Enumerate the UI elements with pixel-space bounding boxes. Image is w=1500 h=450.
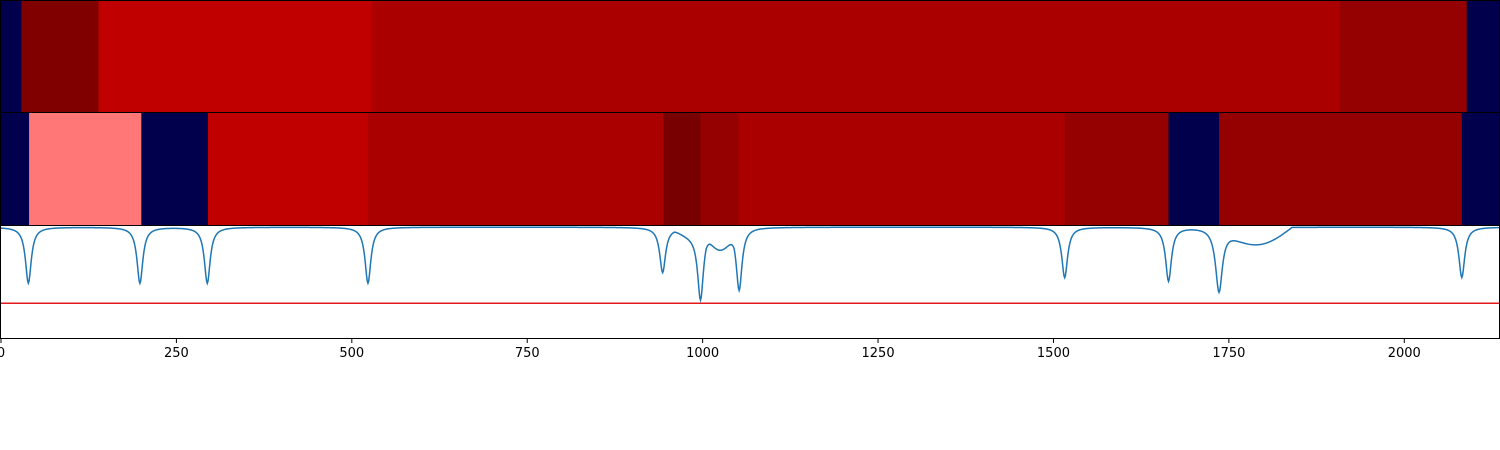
signal-panel xyxy=(0,225,1500,339)
segment-bar-middle xyxy=(0,112,1500,226)
segment-1-7 xyxy=(738,113,1066,225)
segment-1-3 xyxy=(207,113,369,225)
x-tick-label-1250: 1250 xyxy=(862,346,895,361)
segment-0-4 xyxy=(1339,1,1468,112)
segment-0-3 xyxy=(372,1,1341,112)
signal-line xyxy=(0,226,1500,303)
segment-bar-top xyxy=(0,0,1500,113)
segment-1-10 xyxy=(1219,113,1463,225)
segment-1-6 xyxy=(700,113,739,225)
x-tick-label-1500: 1500 xyxy=(1037,346,1070,361)
x-tick-label-1750: 1750 xyxy=(1212,346,1245,361)
x-tick-label-2000: 2000 xyxy=(1388,346,1421,361)
segment-1-1 xyxy=(29,113,142,225)
segment-1-4 xyxy=(367,113,664,225)
x-axis: 0 250 500 750 1000 1250 1500 1750 2000 xyxy=(0,338,1421,361)
segment-1-5 xyxy=(663,113,702,225)
segment-1-0 xyxy=(1,113,30,225)
segment-1-2 xyxy=(141,113,209,225)
segment-0-2 xyxy=(98,1,373,112)
x-tick-label-250: 250 xyxy=(164,346,189,361)
x-tick-label-500: 500 xyxy=(339,346,364,361)
segment-0-0 xyxy=(1,1,22,112)
segment-1-8 xyxy=(1064,113,1170,225)
segment-1-11 xyxy=(1461,113,1500,225)
x-tick-label-0: 0 xyxy=(0,346,5,361)
segment-1-9 xyxy=(1168,113,1220,225)
segment-0-1 xyxy=(21,1,100,112)
panel-frame-2 xyxy=(0,225,1500,339)
segment-0-5 xyxy=(1466,1,1500,112)
x-tick-label-750: 750 xyxy=(515,346,540,361)
x-tick-label-1000: 1000 xyxy=(686,346,719,361)
